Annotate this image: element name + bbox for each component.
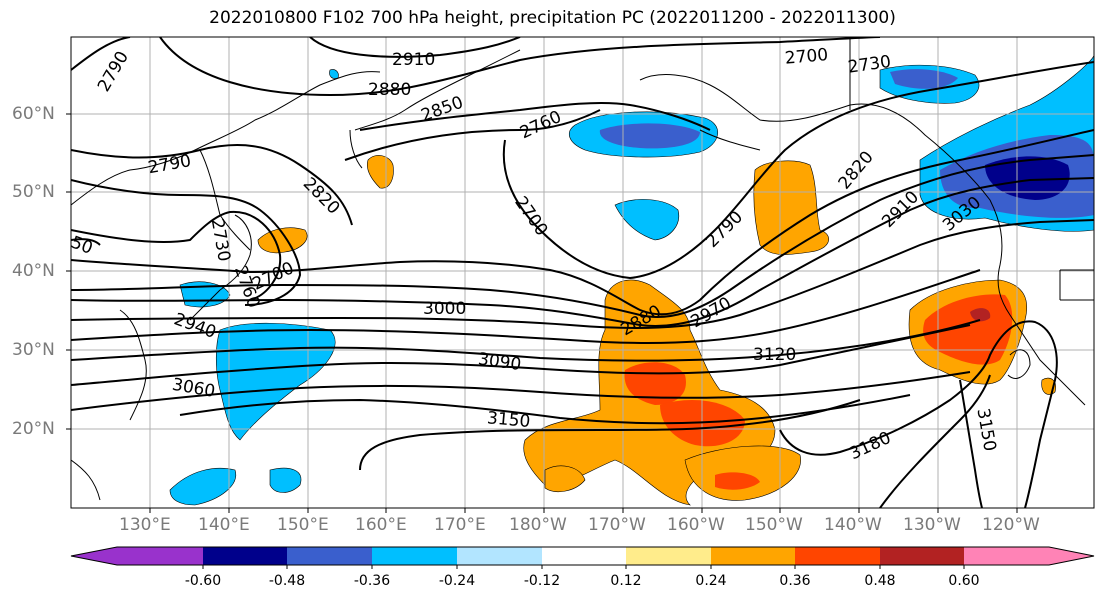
contour-label: 3150 bbox=[486, 408, 531, 432]
lon-label: 170°E bbox=[434, 515, 486, 535]
contour-label: 2700 bbox=[784, 45, 829, 69]
colorbar-swatch bbox=[117, 547, 203, 565]
colorbar-tick-label: -0.12 bbox=[523, 573, 561, 589]
lon-label: 140°W bbox=[824, 515, 882, 535]
lat-label: 60°N bbox=[12, 104, 55, 124]
coastlines bbox=[71, 37, 1094, 501]
lat-label: 20°N bbox=[12, 419, 55, 439]
colorbar-tick-label: -0.24 bbox=[438, 573, 476, 589]
lon-label: 150°E bbox=[277, 515, 329, 535]
colorbar-swatch bbox=[71, 547, 117, 565]
lon-label: 160°E bbox=[355, 515, 407, 535]
colorbar-swatch bbox=[542, 547, 626, 565]
lat-label: 50°N bbox=[12, 182, 55, 202]
colorbar-tick-label: -0.48 bbox=[268, 573, 306, 589]
lat-label: 40°N bbox=[12, 261, 55, 281]
map-title: 2022010800 F102 700 hPa height, precipit… bbox=[209, 8, 896, 28]
contour-label: 3000 bbox=[423, 299, 466, 319]
colorbar-tick-label: -0.36 bbox=[353, 573, 391, 589]
colorbar-swatch bbox=[287, 547, 372, 565]
colorbar-swatch bbox=[372, 547, 457, 565]
axis-ticks bbox=[66, 113, 1018, 513]
graticule bbox=[71, 37, 1094, 508]
colorbar-swatch bbox=[203, 547, 287, 565]
lon-label: 180°W bbox=[509, 515, 567, 535]
colorbar-swatch bbox=[1049, 547, 1094, 565]
lon-label: 130°W bbox=[903, 515, 961, 535]
lon-label: 160°W bbox=[667, 515, 725, 535]
contour-label: 2880 bbox=[368, 80, 411, 100]
map-frame bbox=[70, 36, 1095, 509]
colorbar-tick-label: 0.12 bbox=[610, 573, 642, 589]
contour-label: 2910 bbox=[392, 50, 435, 70]
lon-label: 130°E bbox=[119, 515, 171, 535]
precip-shading bbox=[169, 54, 1094, 506]
colorbar-tick-label: -0.60 bbox=[184, 573, 222, 589]
colorbar-swatch bbox=[964, 547, 1049, 565]
colorbar-swatch bbox=[457, 547, 542, 565]
lon-label: 120°W bbox=[982, 515, 1040, 535]
lon-label: 150°W bbox=[745, 515, 803, 535]
colorbar-swatch bbox=[711, 547, 795, 565]
height-contours bbox=[71, 37, 1094, 508]
colorbar-tick-label: 0.24 bbox=[695, 573, 727, 589]
colorbar-tick-label: 0.60 bbox=[948, 573, 980, 589]
contour-label: 3120 bbox=[753, 345, 796, 365]
colorbar-tick-label: 0.48 bbox=[864, 573, 896, 589]
lon-label: 170°W bbox=[588, 515, 646, 535]
lon-label: 140°E bbox=[198, 515, 250, 535]
colorbar-tick-label: 0.36 bbox=[779, 573, 811, 589]
colorbar-swatch bbox=[626, 547, 711, 565]
colorbar bbox=[70, 546, 1095, 569]
colorbar-swatch bbox=[880, 547, 964, 565]
lat-label: 30°N bbox=[12, 340, 55, 360]
colorbar-swatch bbox=[795, 547, 880, 565]
